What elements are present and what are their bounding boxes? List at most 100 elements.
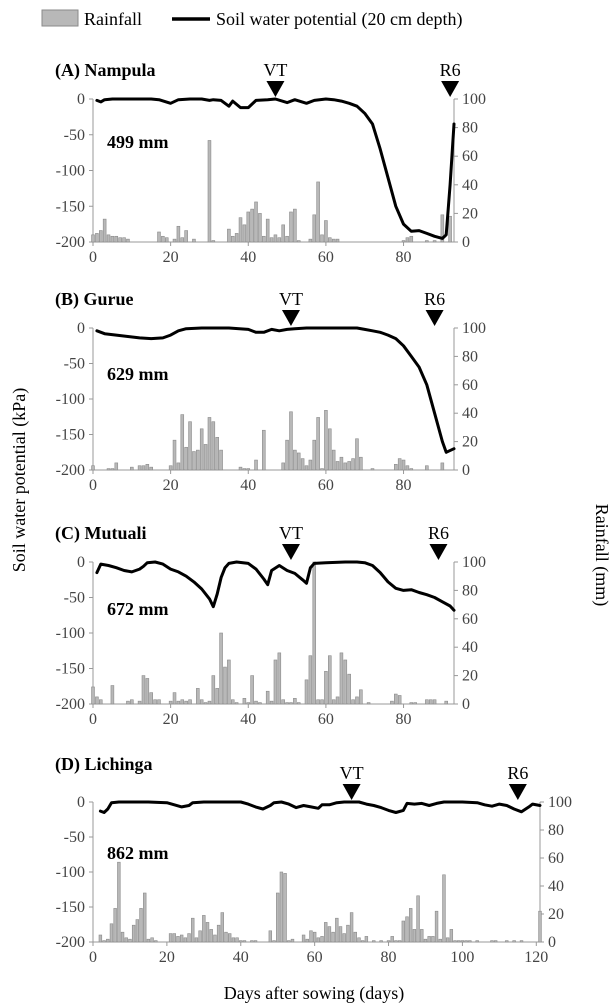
rainfall-bar xyxy=(300,458,305,471)
y-left-tick-label: -150 xyxy=(56,198,85,215)
rainfall-bar xyxy=(192,238,196,243)
rainfall-bar xyxy=(425,240,429,243)
rainfall-bar xyxy=(199,428,204,471)
rainfall-bar xyxy=(120,931,125,943)
y-right-tick-label: 20 xyxy=(462,668,478,685)
marker-triangle-vt xyxy=(281,310,300,326)
rainfall-bar xyxy=(207,700,212,705)
panel-title: (B) Gurue xyxy=(55,289,134,310)
rainfall-bar xyxy=(394,464,398,471)
rainfall-bar xyxy=(172,692,177,705)
rainfall-bar xyxy=(213,934,217,943)
x-tick-label: 100 xyxy=(450,949,474,966)
rainfall-bar xyxy=(379,940,383,943)
rainfall-bar xyxy=(357,937,361,943)
y-right-tick-label: 20 xyxy=(462,205,478,222)
rainfall-bar xyxy=(258,702,262,705)
rainfall-bar xyxy=(366,702,371,705)
x-tick-label: 40 xyxy=(233,949,249,966)
rainfall-bar xyxy=(168,465,173,471)
rainfall-bar xyxy=(277,237,282,243)
x-tick-label: 20 xyxy=(163,249,179,266)
y-right-tick-label: 80 xyxy=(462,582,478,599)
rainfall-bar xyxy=(172,439,177,471)
x-tick-label: 60 xyxy=(318,711,334,728)
rainfall-bar xyxy=(343,659,348,705)
rainfall-bar xyxy=(432,699,437,705)
rainfall-bar xyxy=(312,561,317,705)
rainfall-bar xyxy=(211,675,216,705)
rainfall-bar xyxy=(199,699,204,705)
rainfall-bar xyxy=(143,892,147,943)
rainfall-bar xyxy=(114,462,119,471)
rainfall-bar xyxy=(246,702,251,705)
rainfall-bar xyxy=(154,940,158,943)
x-tick-label: 40 xyxy=(240,249,256,266)
rainfall-bar xyxy=(331,238,336,243)
rainfall-bar xyxy=(172,238,177,243)
y-right-tick-label: 80 xyxy=(462,348,478,365)
rainfall-bar xyxy=(95,233,99,243)
rainfall-bar xyxy=(235,937,239,943)
rainfall-bar xyxy=(196,688,200,705)
y-left-tick-label: -50 xyxy=(64,590,85,607)
rainfall-bar xyxy=(370,468,375,471)
rainfall-bar xyxy=(99,699,103,705)
y-left-tick-label: -50 xyxy=(64,127,85,144)
rainfall-bar xyxy=(106,468,111,471)
marker-triangle-r6 xyxy=(425,310,444,326)
rainfall-bar xyxy=(215,437,219,471)
rainfall-bar xyxy=(442,874,446,943)
legend: Rainfall Soil water potential (20 cm dep… xyxy=(41,9,462,30)
rainfall-bar xyxy=(281,224,285,243)
rainfall-bar xyxy=(335,238,340,243)
rainfall-bar xyxy=(320,699,324,705)
rainfall-bar xyxy=(265,218,270,243)
y-left-tick-label: 0 xyxy=(77,794,85,811)
marker-label-r6: R6 xyxy=(507,763,528,783)
panel-title: (D) Lichinga xyxy=(55,754,153,775)
rainfall-bar xyxy=(161,235,165,243)
rainfall-bar xyxy=(328,237,332,243)
rainfall-bar xyxy=(211,421,216,471)
rainfall-bar xyxy=(423,938,428,943)
rainfall-total: 629 mm xyxy=(107,364,169,384)
y-left-tick-label: -100 xyxy=(56,391,85,408)
soil-water-potential-line xyxy=(98,800,542,814)
rainfall-bar xyxy=(135,919,140,943)
rainfall-bar xyxy=(114,235,119,243)
rainfall-bar xyxy=(405,916,409,943)
rainfall-bar xyxy=(113,908,117,943)
rainfall-bar xyxy=(405,237,410,243)
rainfall-bar xyxy=(106,938,110,943)
rainfall-bar xyxy=(316,417,320,471)
rainfall-bar xyxy=(176,225,181,243)
legend-swp-label: Soil water potential (20 cm depth) xyxy=(216,9,462,30)
rainfall-bar xyxy=(130,699,134,705)
y-right-tick-label: 100 xyxy=(462,554,486,571)
rainfall-bar xyxy=(242,940,247,943)
rainfall-bar xyxy=(209,929,213,943)
rainfall-bar xyxy=(401,240,406,243)
rainfall-bar xyxy=(172,933,176,943)
rainfall-bar xyxy=(343,462,348,471)
rainfall-bar xyxy=(207,417,212,471)
rainfall-bar xyxy=(137,465,142,471)
rainfall-bar xyxy=(316,699,320,705)
x-tick-label: 0 xyxy=(89,477,97,494)
rainfall-bar xyxy=(342,933,346,943)
rainfall-bar xyxy=(289,411,293,471)
rainfall-bar xyxy=(273,234,278,243)
rainfall-bar xyxy=(211,240,216,243)
rainfall-bar xyxy=(176,700,181,705)
y-right-tick-label: 0 xyxy=(548,934,556,951)
rainfall-bar xyxy=(305,938,309,943)
y-left-tick-label: -200 xyxy=(56,934,85,951)
rainfall-bar xyxy=(397,695,402,705)
rainfall-bar xyxy=(102,940,106,943)
rainfall-bar xyxy=(409,235,414,243)
rainfall-bar xyxy=(364,936,369,943)
rainfall-bar xyxy=(110,685,115,705)
